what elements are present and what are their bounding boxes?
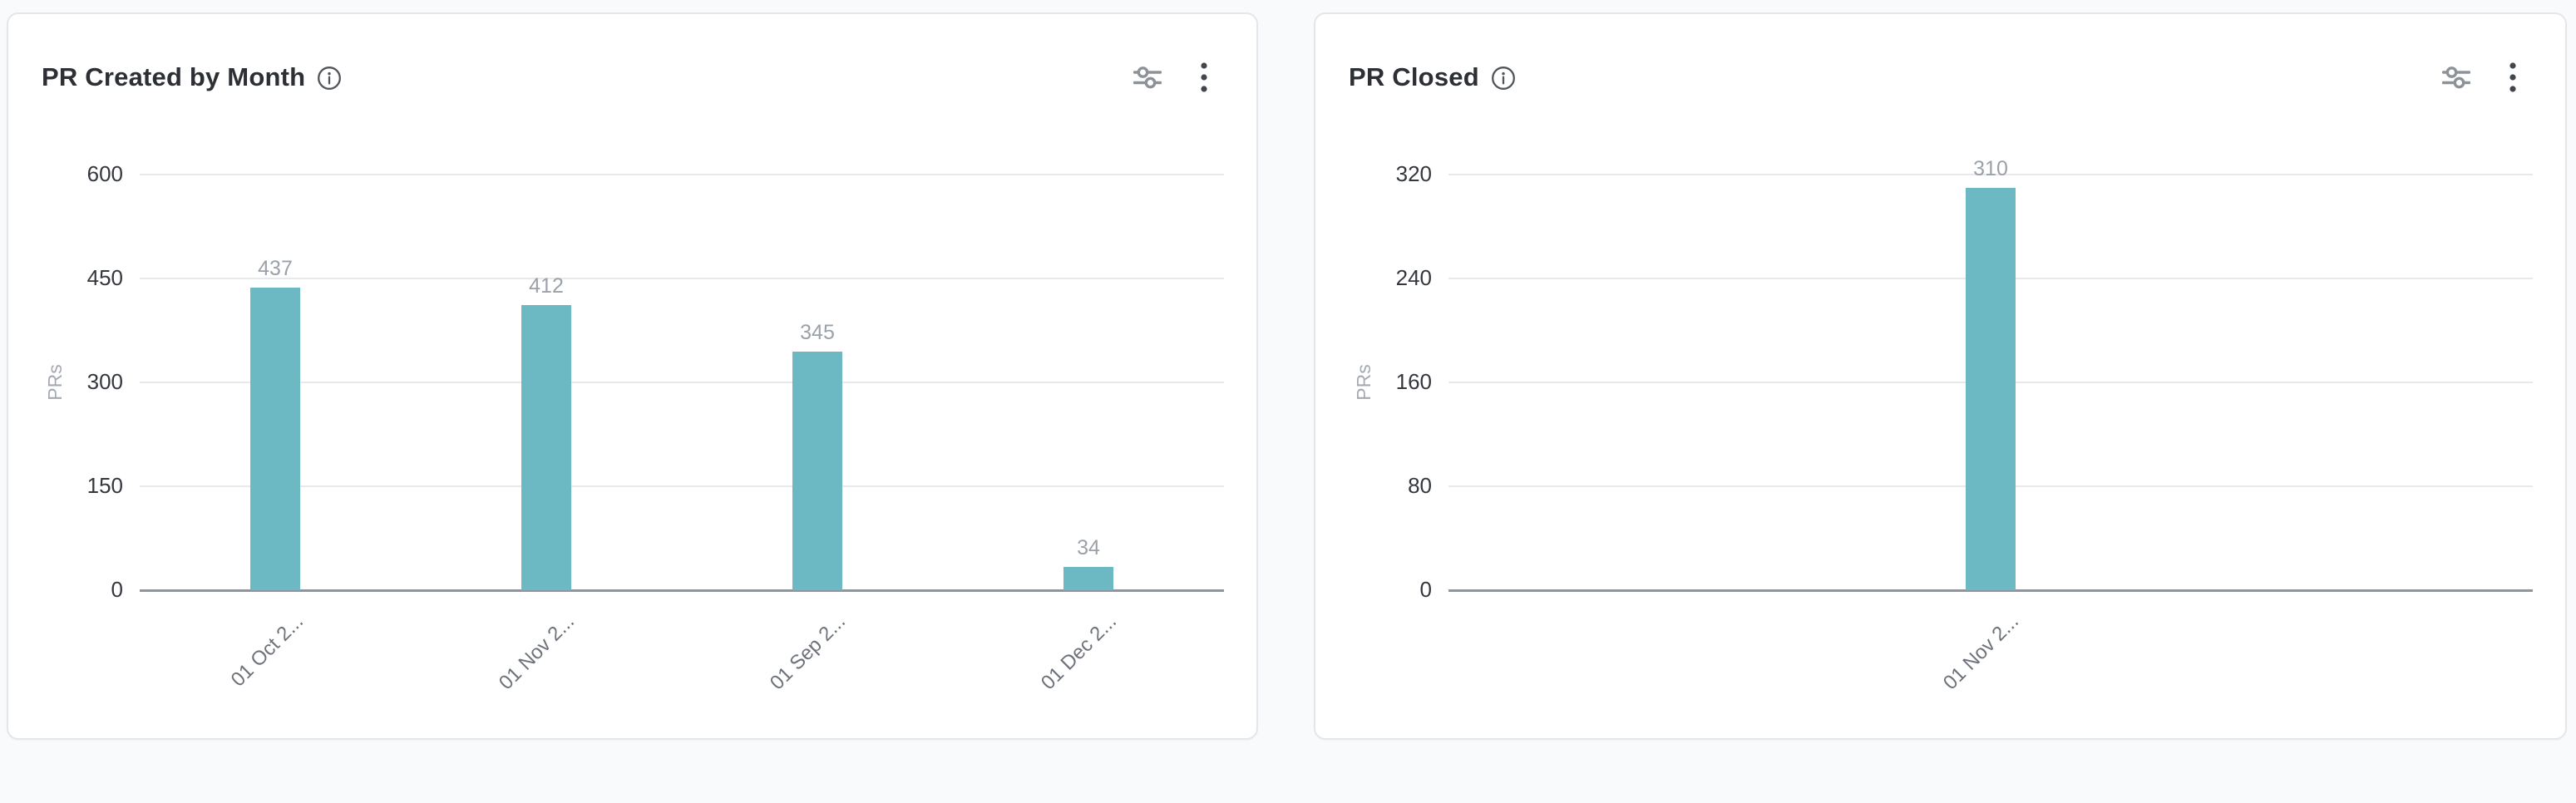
bar-value-label: 437	[258, 256, 293, 280]
info-icon[interactable]	[317, 66, 342, 91]
gridline	[140, 278, 1224, 279]
filter-sliders-icon[interactable]	[2442, 64, 2470, 91]
card-pr-closed: PR Closed	[1314, 12, 2567, 740]
bar[interactable]	[1966, 187, 2016, 590]
x-axis-line	[1448, 589, 2533, 592]
title-group: PR Closed	[1349, 61, 1516, 94]
bar-value-label: 310	[1973, 156, 2008, 180]
kebab-menu-icon[interactable]	[1200, 62, 1208, 93]
y-axis-tick-label: 0	[111, 577, 123, 602]
y-axis-tick-label: 150	[86, 473, 123, 498]
bar-chart-pr-closed: 0 80 160 240 320 PRs 310 01 Nov 2...	[1315, 14, 2565, 738]
card-title: PR Closed	[1349, 62, 1479, 91]
info-icon[interactable]	[1491, 66, 1516, 91]
gridline	[140, 382, 1224, 383]
bar-chart-pr-created: 0 150 300 450 600 PRs 437 01 Oct 2... 412 01 Nov …	[8, 14, 1256, 738]
y-axis-tick-label: 600	[86, 161, 123, 186]
bar[interactable]	[792, 351, 842, 590]
bar[interactable]	[1063, 566, 1113, 590]
y-axis-tick-label: 240	[1395, 265, 1432, 290]
bar[interactable]	[521, 304, 571, 590]
card-header: PR Created by Month	[8, 14, 1256, 94]
y-axis-tick-label: 320	[1395, 161, 1432, 186]
card-header: PR Closed	[1315, 14, 2565, 94]
y-axis-tick-label: 160	[1395, 369, 1432, 394]
bar-value-label: 345	[800, 320, 835, 344]
y-axis-tick-label: 80	[1408, 473, 1432, 498]
y-axis-title: PRs	[44, 364, 66, 401]
x-axis-tick-label: 01 Nov 2...	[494, 610, 580, 695]
gridline	[1448, 174, 2533, 175]
kebab-menu-icon[interactable]	[2509, 62, 2517, 93]
gridline	[140, 174, 1224, 175]
x-axis-tick-label: 01 Oct 2...	[226, 610, 308, 692]
bar-value-label: 34	[1077, 535, 1100, 559]
gridline	[140, 485, 1224, 487]
card-actions	[1133, 62, 1208, 93]
x-axis-tick-label: 01 Sep 2...	[765, 610, 851, 695]
filter-sliders-icon[interactable]	[1133, 64, 1162, 91]
x-axis-tick-label: 01 Dec 2...	[1036, 610, 1122, 695]
y-axis-title: PRs	[1353, 364, 1374, 401]
x-axis-tick-label: 01 Nov 2...	[1938, 610, 2024, 695]
bar-value-label: 412	[529, 273, 564, 298]
y-axis-tick-label: 0	[1419, 577, 1432, 602]
title-group: PR Created by Month	[42, 61, 342, 94]
x-axis-line	[140, 589, 1224, 592]
y-axis-tick-label: 450	[86, 265, 123, 290]
y-axis-tick-label: 300	[86, 369, 123, 394]
card-title: PR Created by Month	[42, 62, 306, 91]
card-pr-created-by-month: PR Created by Month	[7, 12, 1258, 740]
bar[interactable]	[250, 287, 300, 590]
card-actions	[2442, 62, 2517, 93]
